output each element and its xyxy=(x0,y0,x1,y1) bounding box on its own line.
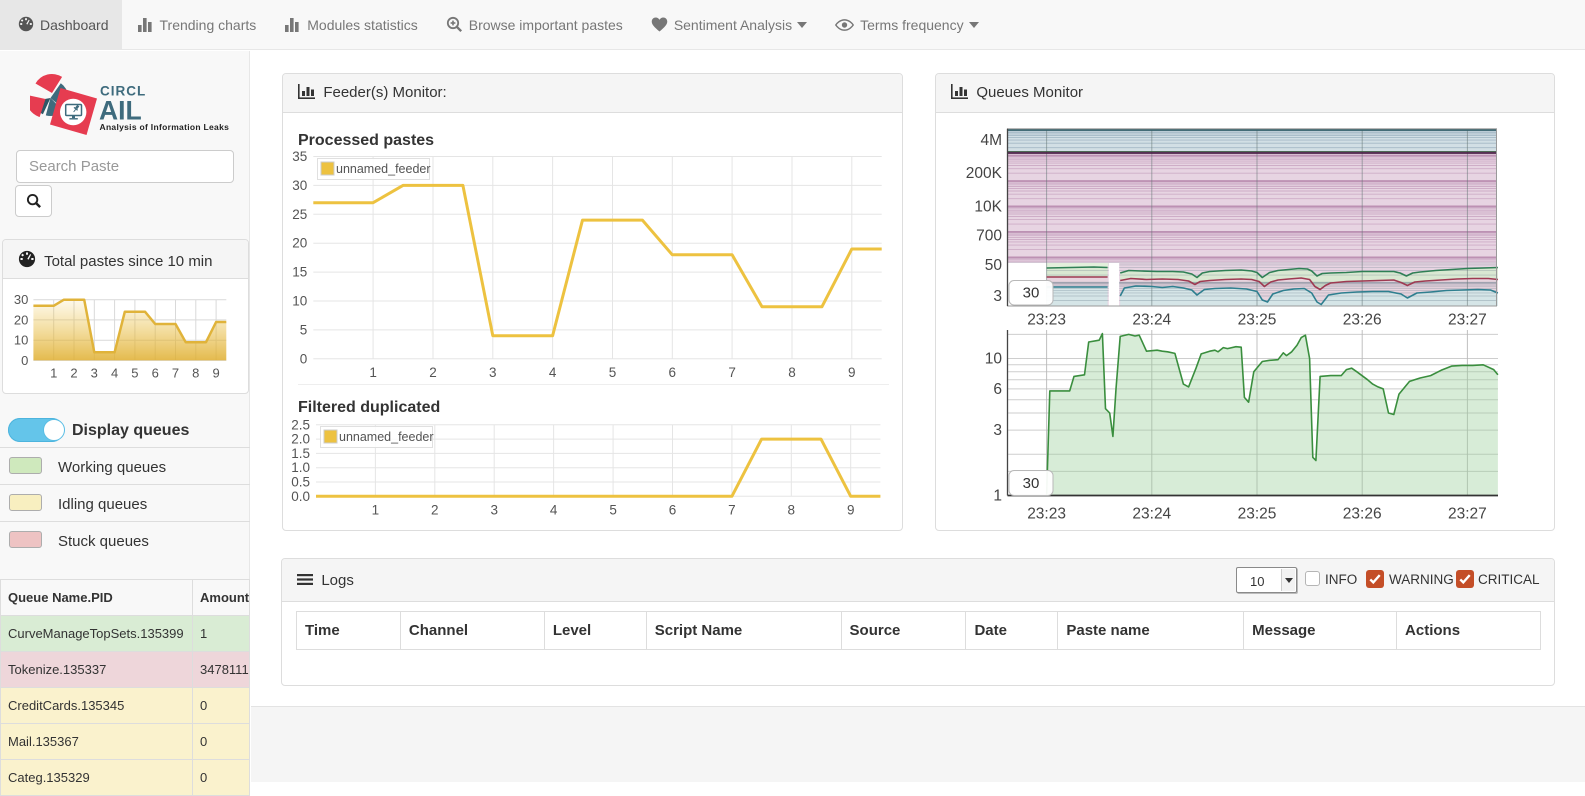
svg-text:Analysis of Information Leaks: Analysis of Information Leaks xyxy=(100,122,230,132)
svg-text:unnamed_feeder: unnamed_feeder xyxy=(336,162,431,176)
svg-text:30: 30 xyxy=(14,292,28,307)
svg-text:23:24: 23:24 xyxy=(1132,506,1171,523)
svg-text:10: 10 xyxy=(292,294,307,309)
svg-text:5: 5 xyxy=(300,322,308,337)
svg-text:6: 6 xyxy=(669,502,677,517)
svg-text:9: 9 xyxy=(212,365,219,380)
svg-text:1: 1 xyxy=(369,365,377,380)
svg-text:0: 0 xyxy=(300,351,308,366)
svg-text:3: 3 xyxy=(993,422,1002,439)
svg-text:3: 3 xyxy=(91,365,98,380)
svg-text:5: 5 xyxy=(609,502,617,517)
svg-text:30: 30 xyxy=(1023,475,1040,492)
svg-text:5: 5 xyxy=(131,365,138,380)
svg-text:1: 1 xyxy=(993,488,1002,505)
svg-text:6: 6 xyxy=(152,365,159,380)
svg-text:8: 8 xyxy=(788,502,796,517)
svg-text:0.0: 0.0 xyxy=(291,489,310,504)
svg-text:4: 4 xyxy=(550,502,558,517)
svg-text:700: 700 xyxy=(976,228,1002,245)
svg-text:23:27: 23:27 xyxy=(1448,506,1487,523)
svg-text:10: 10 xyxy=(14,333,28,348)
svg-text:0: 0 xyxy=(21,353,28,368)
svg-text:200K: 200K xyxy=(966,165,1003,182)
svg-text:7: 7 xyxy=(172,365,179,380)
svg-text:23:25: 23:25 xyxy=(1238,312,1277,329)
svg-text:1: 1 xyxy=(372,502,380,517)
svg-text:23:24: 23:24 xyxy=(1132,312,1171,329)
svg-text:50: 50 xyxy=(985,257,1003,274)
svg-text:23:23: 23:23 xyxy=(1027,506,1066,523)
svg-text:30: 30 xyxy=(292,178,307,193)
svg-text:7: 7 xyxy=(728,365,736,380)
svg-text:3: 3 xyxy=(490,502,498,517)
svg-text:8: 8 xyxy=(192,365,199,380)
svg-text:23:27: 23:27 xyxy=(1448,312,1487,329)
svg-text:5: 5 xyxy=(609,365,617,380)
svg-text:2: 2 xyxy=(70,365,77,380)
svg-text:23:26: 23:26 xyxy=(1343,506,1382,523)
svg-text:10: 10 xyxy=(985,351,1003,368)
svg-text:20: 20 xyxy=(14,312,28,327)
svg-text:unnamed_feeder: unnamed_feeder xyxy=(339,430,434,444)
svg-text:2: 2 xyxy=(431,502,439,517)
svg-text:2: 2 xyxy=(429,365,437,380)
svg-text:6: 6 xyxy=(993,381,1002,398)
svg-text:AIL: AIL xyxy=(99,96,142,126)
svg-text:9: 9 xyxy=(848,365,856,380)
svg-text:4: 4 xyxy=(111,365,118,380)
svg-text:25: 25 xyxy=(292,207,307,222)
svg-text:7: 7 xyxy=(728,502,736,517)
svg-text:10K: 10K xyxy=(974,198,1002,215)
svg-text:30: 30 xyxy=(1023,285,1040,302)
svg-text:0.5: 0.5 xyxy=(291,475,310,490)
svg-text:35: 35 xyxy=(292,149,307,164)
svg-text:4M: 4M xyxy=(980,132,1002,149)
svg-text:1: 1 xyxy=(50,365,57,380)
svg-text:1.0: 1.0 xyxy=(291,460,310,475)
svg-text:1.5: 1.5 xyxy=(291,446,310,461)
svg-text:23:23: 23:23 xyxy=(1027,312,1066,329)
svg-text:15: 15 xyxy=(292,265,307,280)
svg-text:3: 3 xyxy=(993,288,1002,305)
svg-text:3: 3 xyxy=(489,365,497,380)
svg-text:20: 20 xyxy=(292,236,307,251)
svg-text:6: 6 xyxy=(669,365,677,380)
svg-text:23:25: 23:25 xyxy=(1238,506,1277,523)
svg-text:23:26: 23:26 xyxy=(1343,312,1382,329)
svg-text:2.5: 2.5 xyxy=(291,417,310,432)
svg-text:9: 9 xyxy=(847,502,855,517)
svg-text:4: 4 xyxy=(549,365,557,380)
svg-text:8: 8 xyxy=(788,365,796,380)
svg-text:CIRCL: CIRCL xyxy=(100,84,146,99)
svg-text:2.0: 2.0 xyxy=(291,432,310,447)
